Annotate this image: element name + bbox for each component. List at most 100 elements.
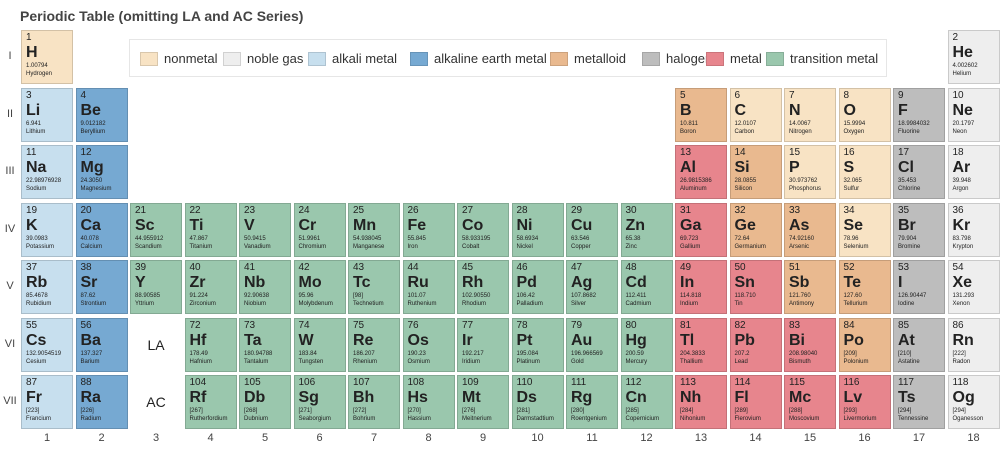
element-cell-nb[interactable]: 41 Nb 92.90638 Niobium (239, 260, 291, 314)
element-cell-zn[interactable]: 30 Zn 65.38 Zinc (620, 202, 673, 257)
element-cell-ar[interactable]: 18 Ar 39.948 Argon (947, 145, 1000, 199)
element-cell-be[interactable]: 4 Be 9.012182 Beryllium (75, 87, 128, 142)
element-cell-rn[interactable]: 86 Rn [222] Radon (947, 317, 1000, 372)
element-cell-hs[interactable]: 108 Hs [270] Hassium (402, 375, 455, 429)
element-cell-cu[interactable]: 29 Cu 63.546 Copper (566, 202, 618, 257)
element-symbol: Au (571, 331, 593, 349)
element-cell-db[interactable]: 105 Db [268] Dubnium (239, 375, 291, 429)
legend-label: alkali metal (332, 51, 398, 66)
element-cell-pd[interactable]: 46 Pd 106.42 Palladium (511, 260, 564, 314)
element-cell-os[interactable]: 76 Os 190.23 Osmium (402, 317, 455, 372)
element-cell-ru[interactable]: 44 Ru 101.07 Ruthenium (402, 260, 455, 314)
element-cell-lv[interactable]: 116 Lv [293] Livermorium (838, 375, 891, 429)
element-cell-he[interactable]: 2 He 4.002602 Helium (947, 30, 1000, 84)
element-cell-mn[interactable]: 25 Mn 54.938045 Manganese (348, 202, 400, 257)
element-cell-ts[interactable]: 117 Ts [294] Tennessine (893, 375, 945, 429)
element-cell-ti[interactable]: 22 Ti 47.867 Titanium (184, 202, 237, 257)
element-cell-mo[interactable]: 42 Mo 95.96 Molybdenum (293, 260, 346, 314)
element-cell-ne[interactable]: 10 Ne 20.1797 Neon (947, 87, 1000, 142)
element-cell-ir[interactable]: 77 Ir 192.217 Iridium (457, 317, 509, 372)
element-cell-y[interactable]: 39 Y 88.90585 Yttrium (130, 260, 182, 314)
element-cell-cs[interactable]: 55 Cs 132.9054519 Cesium (21, 317, 73, 372)
atomic-number: 87 (26, 377, 38, 388)
element-cell-al[interactable]: 13 Al 26.9815386 Aluminum (675, 145, 727, 199)
element-cell-p[interactable]: 15 P 30.973762 Phosphorus (784, 145, 836, 199)
legend-swatch (410, 51, 428, 66)
element-cell-ds[interactable]: 110 Ds [281] Darmstadtium (511, 375, 564, 429)
element-cell-og[interactable]: 118 Og [294] Oganesson (947, 375, 1000, 429)
atomic-mass: 22.98976928 (26, 178, 62, 184)
element-cell-in[interactable]: 49 In 114.818 Indium (675, 260, 727, 314)
element-cell-ge[interactable]: 32 Ge 72.64 Germanium (729, 202, 782, 257)
element-cell-bh[interactable]: 107 Bh [272] Bohrium (348, 375, 400, 429)
element-cell-po[interactable]: 84 Po [209] Polonium (838, 317, 891, 372)
element-cell-c[interactable]: 6 C 12.0107 Carbon (729, 87, 782, 142)
element-cell-te[interactable]: 52 Te 127.60 Tellurium (838, 260, 891, 314)
element-cell-o[interactable]: 8 O 15.9994 Oxygen (838, 87, 891, 142)
element-symbol: P (789, 159, 800, 176)
element-cell-ag[interactable]: 47 Ag 107.8682 Silver (566, 260, 618, 314)
element-cell-cn[interactable]: 112 Cn [285] Copernicium (620, 375, 673, 429)
element-cell-ni[interactable]: 28 Ni 58.6934 Nickel (511, 202, 564, 257)
element-cell-tc[interactable]: 43 Tc [98] Technetium (348, 260, 400, 314)
element-cell-w[interactable]: 74 W 183.84 Tungsten (293, 317, 346, 372)
element-cell-kr[interactable]: 36 Kr 83.798 Krypton (947, 202, 1000, 257)
element-symbol: Fr (26, 389, 42, 406)
element-cell-si[interactable]: 14 Si 28.0855 Silicon (729, 145, 782, 199)
element-cell-fl[interactable]: 114 Fl [289] Flerovium (729, 375, 782, 429)
element-cell-xe[interactable]: 54 Xe 131.293 Xenon (947, 260, 1000, 314)
element-cell-sr[interactable]: 38 Sr 87.62 Strontium (75, 260, 128, 314)
atomic-mass: 35.453 (898, 178, 917, 184)
element-cell-mc[interactable]: 115 Mc [288] Moscovium (784, 375, 836, 429)
element-cell-at[interactable]: 85 At [210] Astatine (893, 317, 945, 372)
element-cell-se[interactable]: 34 Se 78.96 Selenium (838, 202, 891, 257)
element-cell-sg[interactable]: 106 Sg [271] Seaborgium (293, 375, 346, 429)
element-cell-rf[interactable]: 104 Rf [267] Rutherfordium (184, 375, 237, 429)
element-cell-cl[interactable]: 17 Cl 35.453 Chlorine (893, 145, 945, 199)
element-cell-sb[interactable]: 51 Sb 121.760 Antimony (784, 260, 836, 314)
element-cell-i[interactable]: 53 I 126.90447 Iodine (893, 260, 945, 314)
element-cell-ca[interactable]: 20 Ca 40.078 Calcium (75, 202, 128, 257)
element-cell-nh[interactable]: 113 Nh [284] Nihonium (675, 375, 727, 429)
element-cell-ga[interactable]: 31 Ga 69.723 Gallium (675, 202, 727, 257)
element-cell-cr[interactable]: 24 Cr 51.9961 Chromium (293, 202, 346, 257)
element-cell-k[interactable]: 19 K 39.0983 Potassium (21, 202, 73, 257)
element-cell-zr[interactable]: 40 Zr 91.224 Zirconium (184, 260, 237, 314)
element-cell-as[interactable]: 33 As 74.92160 Arsenic (784, 202, 836, 257)
element-name: Roentgenium (571, 416, 607, 422)
element-cell-sc[interactable]: 21 Sc 44.955912 Scandium (130, 202, 182, 257)
element-cell-hf[interactable]: 72 Hf 178.49 Hafnium (184, 317, 237, 372)
element-cell-h[interactable]: 1 H 1.00794 Hydrogen (21, 30, 73, 84)
element-cell-fr[interactable]: 87 Fr [223] Francium (21, 375, 73, 429)
element-cell-pb[interactable]: 82 Pb 207.2 Lead (729, 317, 782, 372)
element-symbol: Ra (80, 389, 101, 406)
element-cell-v[interactable]: 23 V 50.9415 Vanadium (239, 202, 291, 257)
element-cell-co[interactable]: 27 Co 58.933195 Cobalt (457, 202, 509, 257)
element-cell-sn[interactable]: 50 Sn 118.710 Tin (729, 260, 782, 314)
element-cell-b[interactable]: 5 B 10.811 Boron (675, 87, 727, 142)
element-cell-n[interactable]: 7 N 14.0067 Nitrogen (784, 87, 836, 142)
element-cell-f[interactable]: 9 F 18.9984032 Fluorine (893, 87, 945, 142)
element-cell-rg[interactable]: 111 Rg [280] Roentgenium (566, 375, 618, 429)
element-cell-mt[interactable]: 109 Mt [276] Meitnerium (457, 375, 509, 429)
element-cell-ba[interactable]: 56 Ba 137.327 Barium (75, 317, 128, 372)
element-cell-s[interactable]: 16 S 32.065 Sulfur (838, 145, 891, 199)
element-cell-mg[interactable]: 12 Mg 24.3050 Magnesium (75, 145, 128, 199)
element-cell-rb[interactable]: 37 Rb 85.4678 Rubidium (21, 260, 73, 314)
element-cell-br[interactable]: 35 Br 79.904 Bromine (893, 202, 945, 257)
element-cell-ta[interactable]: 73 Ta 180.94788 Tantalum (239, 317, 291, 372)
element-cell-re[interactable]: 75 Re 186.207 Rhenium (348, 317, 400, 372)
element-cell-hg[interactable]: 80 Hg 200.59 Mercury (620, 317, 673, 372)
atomic-mass: [276] (462, 408, 476, 414)
element-name: Neon (952, 128, 967, 135)
element-cell-pt[interactable]: 78 Pt 195.084 Platinum (511, 317, 564, 372)
element-cell-au[interactable]: 79 Au 196.966569 Gold (566, 317, 618, 372)
element-cell-bi[interactable]: 83 Bi 208.98040 Bismuth (784, 317, 836, 372)
element-cell-ra[interactable]: 88 Ra [226] Radium (75, 375, 128, 429)
element-cell-rh[interactable]: 45 Rh 102.90550 Rhodium (457, 260, 509, 314)
element-cell-na[interactable]: 11 Na 22.98976928 Sodium (21, 145, 73, 199)
element-cell-tl[interactable]: 81 Tl 204.3833 Thallium (675, 317, 727, 372)
element-cell-li[interactable]: 3 Li 6.941 Lithium (21, 87, 73, 142)
element-cell-fe[interactable]: 26 Fe 55.845 Iron (402, 202, 455, 257)
element-cell-cd[interactable]: 48 Cd 112.411 Cadmium (620, 260, 673, 314)
